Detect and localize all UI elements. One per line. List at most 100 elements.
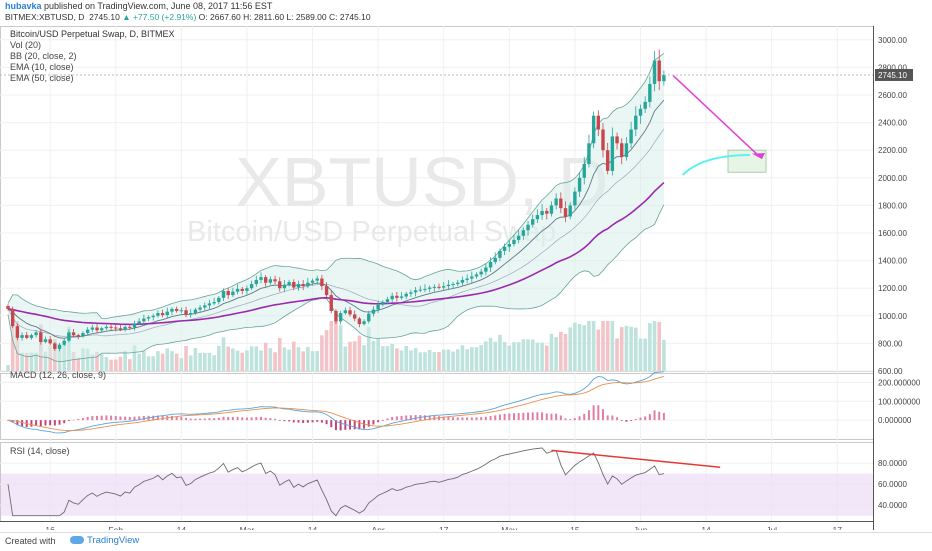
macd-histogram-bar — [156, 415, 159, 421]
macd-histogram-bar — [138, 416, 141, 421]
price-tick-label: 1400.00 — [878, 257, 907, 266]
x-tick-label: 14 — [308, 525, 318, 530]
macd-histogram-bar — [405, 415, 408, 421]
chart-canvas[interactable]: XBTUSD, D Bitcoin/USD Perpetual Swap 16 F… — [0, 26, 932, 530]
macd-histogram-bar — [555, 413, 558, 421]
volume-bar — [502, 342, 507, 371]
price-tick-label: 2000.00 — [878, 174, 907, 183]
candle — [329, 295, 333, 311]
x-tick-label: 15 — [570, 525, 580, 530]
candle — [521, 230, 526, 236]
price-tick-label: 1200.00 — [878, 284, 907, 293]
candle — [549, 205, 554, 214]
macd-histogram-bar — [241, 417, 244, 421]
volume-bar — [301, 351, 305, 371]
volume-bar — [212, 355, 216, 371]
macd-histogram-bar — [189, 418, 192, 421]
price-tick-label: 2800.00 — [878, 63, 907, 72]
volume-bar — [128, 359, 132, 371]
volume-bar — [432, 352, 437, 371]
volume-bar — [156, 351, 160, 371]
price-tick-label: 800.00 — [878, 339, 903, 348]
macd-histogram-bar — [494, 415, 497, 421]
macd-histogram-bar — [409, 415, 412, 421]
volume-bar — [657, 322, 662, 371]
candle — [320, 278, 324, 287]
candle — [287, 281, 291, 285]
macd-histogram-bar — [53, 420, 56, 426]
volume-bar — [423, 352, 427, 371]
candle — [442, 286, 446, 288]
candle — [348, 310, 352, 315]
macd-histogram-bar — [274, 418, 277, 421]
volume-bar — [273, 352, 277, 371]
high-value: H: 2811.60 — [243, 12, 285, 22]
volume-bar — [615, 338, 619, 371]
candle — [357, 318, 362, 325]
tradingview-brand[interactable]: TradingView — [70, 535, 139, 546]
volume-bar — [324, 330, 329, 371]
macd-histogram-bar — [658, 411, 661, 421]
volume-bar — [240, 352, 245, 371]
volume-bar — [540, 342, 544, 371]
volume-bar — [29, 352, 34, 371]
macd-histogram-bar — [30, 420, 33, 427]
volume-bar — [235, 350, 240, 371]
price-tick-label: 3000.00 — [878, 36, 907, 45]
volume-bar — [184, 346, 188, 371]
candle — [334, 310, 338, 322]
volume-bar — [362, 345, 366, 371]
macd-histogram-bar — [480, 417, 483, 421]
candle — [203, 305, 207, 308]
candle — [146, 317, 151, 319]
tradingview-logo-icon — [70, 536, 84, 545]
candle — [596, 115, 601, 130]
candle — [71, 332, 76, 336]
publish-line: hubavka published on TradingView.com, Ju… — [5, 1, 272, 11]
macd-histogram-bar — [311, 420, 314, 423]
last-price-tag — [875, 68, 913, 81]
macd-histogram-bar — [583, 413, 586, 421]
candle — [559, 198, 563, 209]
candle — [460, 279, 465, 283]
macd-histogram-bar — [77, 418, 80, 421]
volume-bar — [231, 348, 235, 371]
candle — [198, 307, 202, 310]
volume-bar — [249, 346, 254, 371]
volume-bar — [174, 353, 179, 371]
volume-bar — [165, 348, 170, 371]
candle — [470, 276, 474, 279]
candle — [6, 306, 10, 309]
macd-histogram-bar — [269, 418, 272, 421]
candle — [245, 288, 249, 291]
candle — [648, 83, 652, 102]
x-tick-label: Apr — [371, 525, 384, 530]
volume-bar — [610, 321, 615, 371]
candle — [615, 136, 619, 144]
candle — [526, 224, 530, 231]
macd-histogram-bar — [306, 420, 309, 423]
macd-histogram-bar — [601, 409, 604, 421]
macd-histogram-bar — [531, 412, 534, 421]
macd-histogram-bar — [611, 415, 614, 421]
price-tick-label: 2600.00 — [878, 91, 907, 100]
volume-bar — [259, 350, 263, 371]
macd-histogram-bar — [428, 415, 431, 421]
volume-bar — [221, 337, 226, 371]
macd-histogram-bar — [330, 420, 333, 428]
candle — [404, 293, 408, 297]
author-name[interactable]: hubavka — [5, 1, 42, 11]
macd-histogram-bar — [227, 416, 230, 421]
candle — [512, 239, 516, 245]
volume-bar — [596, 329, 601, 371]
candle — [554, 198, 558, 206]
macd-histogram-bar — [644, 416, 647, 421]
candle — [156, 313, 160, 316]
macd-histogram-bar — [527, 412, 530, 421]
candle — [535, 215, 540, 220]
bb-basis-line — [7, 128, 665, 337]
rsi-title: RSI (14, close) — [10, 446, 70, 456]
macd-tick-label: 200.000000 — [878, 378, 921, 387]
volume-bar — [109, 359, 113, 371]
x-tick-label: Mar — [240, 525, 255, 530]
